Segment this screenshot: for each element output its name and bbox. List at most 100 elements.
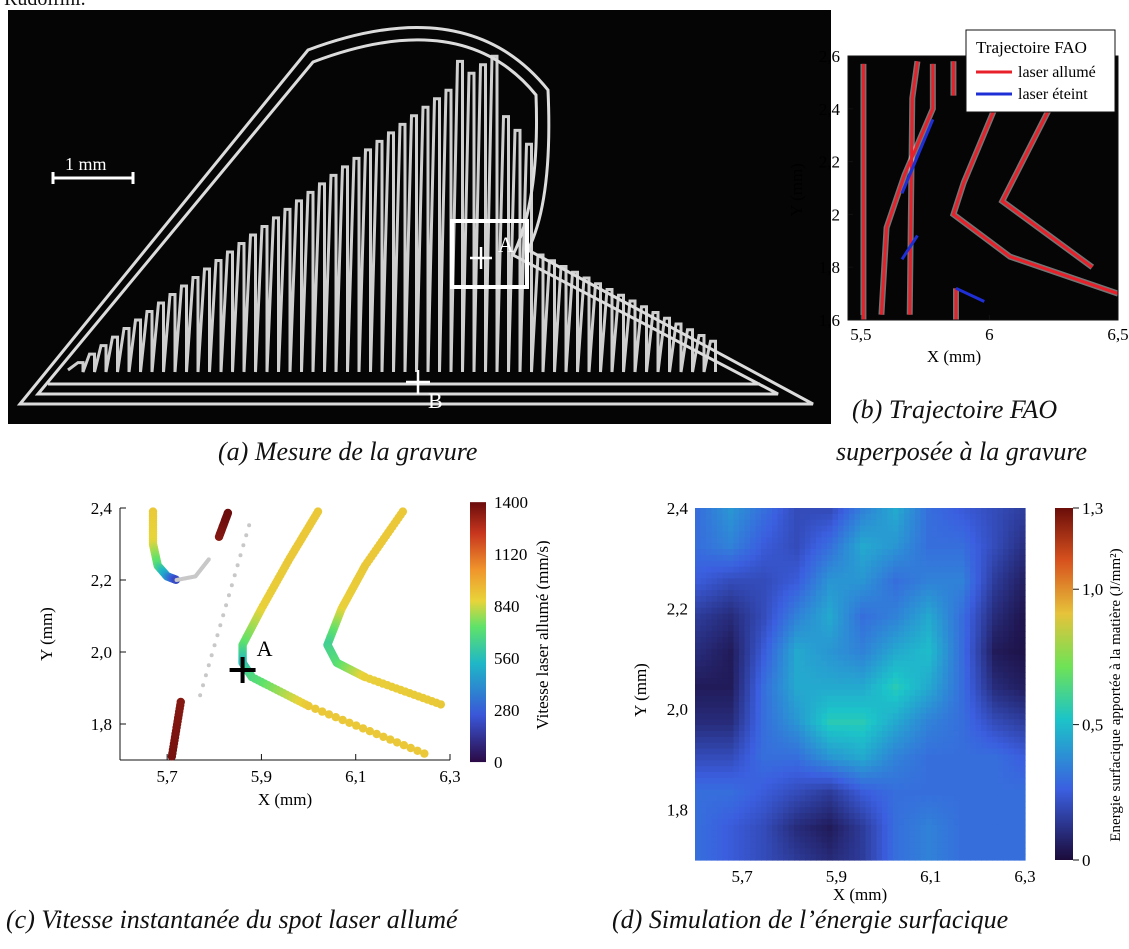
- heat-cell: [706, 801, 713, 808]
- heat-cell: [827, 625, 834, 632]
- heat-cell: [942, 554, 949, 562]
- heat-cell: [766, 760, 773, 767]
- heat-cell: [733, 824, 740, 832]
- heat-cell: [865, 725, 872, 732]
- heat-cell: [722, 818, 729, 826]
- heat-cell: [942, 631, 949, 638]
- heat-cell: [898, 596, 905, 603]
- heat-cell: [959, 519, 966, 527]
- heat-cell: [992, 642, 999, 650]
- heat-cell: [931, 754, 938, 761]
- heat-cell: [915, 648, 922, 656]
- heat-cell: [711, 648, 718, 656]
- heat-cell: [733, 848, 740, 855]
- heat-cell: [893, 689, 900, 697]
- heat-cell: [915, 554, 922, 562]
- heat-cell: [854, 519, 861, 527]
- heat-cell: [783, 801, 790, 808]
- heat-cell: [783, 584, 790, 591]
- heat-cell: [695, 678, 702, 685]
- heat-cell: [832, 672, 839, 679]
- heat-cell: [733, 513, 740, 521]
- heat-cell: [975, 689, 982, 697]
- heat-cell: [942, 760, 949, 767]
- heat-cell: [816, 648, 823, 656]
- heat-cell: [761, 631, 768, 638]
- heat-cell: [959, 584, 966, 591]
- heat-cell: [717, 736, 724, 744]
- heat-cell: [838, 513, 845, 521]
- heat-cell: [816, 566, 823, 574]
- heat-cell: [849, 554, 856, 562]
- heat-cell: [1014, 795, 1021, 802]
- heat-cell: [810, 648, 817, 656]
- heat-cell: [821, 813, 828, 820]
- heat-cell: [695, 713, 702, 720]
- heat-cell: [700, 754, 707, 761]
- heat-cell: [700, 684, 707, 691]
- heat-cell: [766, 836, 773, 843]
- heat-cell: [975, 830, 982, 838]
- heat-cell: [843, 525, 850, 533]
- heat-cell: [788, 642, 795, 650]
- y-tick-c: 2,0: [91, 643, 112, 662]
- heat-cell: [728, 613, 735, 621]
- heat-cell: [843, 654, 850, 662]
- laser-off-path: [955, 286, 985, 303]
- heat-cell: [739, 637, 746, 644]
- heat-cell: [904, 519, 911, 527]
- heat-cell: [915, 719, 922, 726]
- y-tick-b: 1,8: [819, 258, 840, 277]
- heat-cell: [937, 824, 944, 832]
- heat-cell: [1008, 537, 1015, 544]
- heat-cell: [755, 666, 762, 673]
- heat-cell: [909, 584, 916, 591]
- heat-cell: [871, 748, 878, 755]
- heat-cell: [750, 795, 757, 802]
- heat-cell: [838, 508, 845, 515]
- heat-cell: [1014, 766, 1021, 773]
- heat-cell: [931, 531, 938, 538]
- y-tick-d: 2,2: [667, 600, 688, 619]
- heat-cell: [700, 666, 707, 673]
- heat-cell: [744, 537, 751, 544]
- heat-cell: [761, 748, 768, 755]
- heat-cell: [816, 601, 823, 609]
- heat-cell: [799, 742, 806, 750]
- heat-cell: [794, 789, 801, 797]
- heat-cell: [854, 613, 861, 621]
- heat-cell: [695, 531, 702, 538]
- heat-cell: [728, 783, 735, 791]
- heat-cell: [904, 596, 911, 603]
- heat-cell: [843, 508, 850, 515]
- heat-cell: [986, 519, 993, 527]
- heat-cell: [733, 660, 740, 667]
- heat-cell: [816, 795, 823, 802]
- heat-cell: [755, 525, 762, 533]
- heat-cell: [1008, 795, 1015, 802]
- heat-cell: [722, 648, 729, 656]
- heat-cell: [788, 854, 795, 861]
- heat-cell: [777, 848, 784, 855]
- heat-cell: [832, 824, 839, 832]
- heat-cell: [920, 754, 927, 761]
- heat-cell: [777, 754, 784, 761]
- heat-cell: [898, 554, 905, 562]
- heat-cell: [915, 707, 922, 714]
- heat-cell: [706, 596, 713, 603]
- heat-cell: [821, 637, 828, 644]
- heat-cell: [722, 824, 729, 832]
- heat-cell: [931, 637, 938, 644]
- heat-cell: [794, 848, 801, 855]
- heat-cell: [832, 777, 839, 785]
- heat-cell: [700, 689, 707, 697]
- heat-cell: [920, 689, 927, 697]
- heat-cell: [953, 519, 960, 527]
- heat-cell: [766, 660, 773, 667]
- heat-cell: [964, 818, 971, 826]
- heat-cell: [695, 760, 702, 767]
- heat-cell: [794, 736, 801, 744]
- heat-cell: [860, 730, 867, 738]
- heat-cell: [772, 531, 779, 538]
- heat-cell: [959, 601, 966, 609]
